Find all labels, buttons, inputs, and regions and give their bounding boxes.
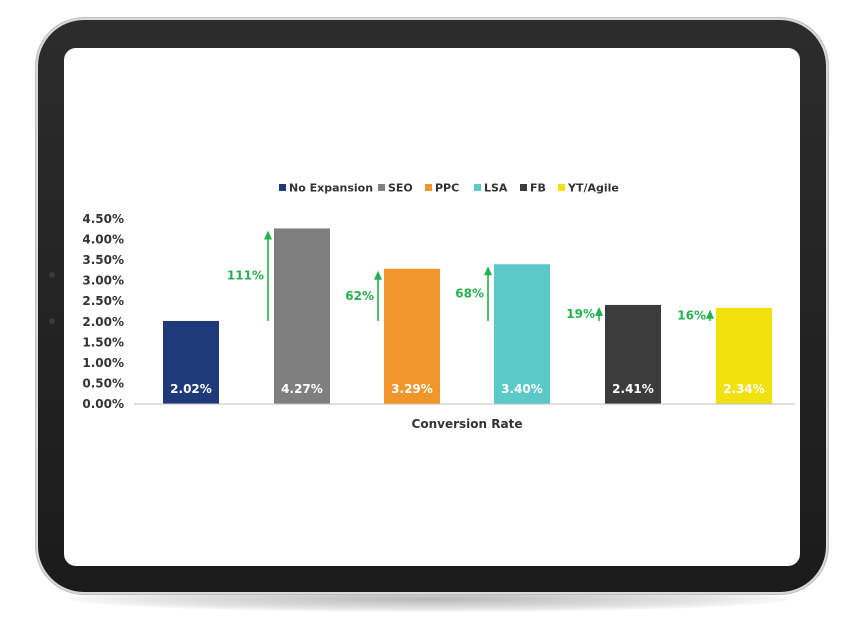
increase-label: 62%	[345, 289, 374, 303]
legend-swatch	[474, 184, 481, 191]
increase-arrow: 111%	[227, 230, 272, 321]
increase-label: 19%	[566, 307, 595, 321]
y-tick-label: 2.50%	[82, 294, 124, 308]
increase-arrow: 62%	[345, 270, 382, 321]
increase-label: 16%	[677, 308, 706, 322]
y-tick-label: 1.00%	[82, 356, 124, 370]
sensor-icon	[49, 318, 55, 324]
bar	[605, 304, 661, 404]
y-tick-label: 4.00%	[82, 233, 124, 247]
y-axis: 0.00% 0.50% 1.00% 1.50% 2.00% 2.50% 3.00% 3.50%…	[82, 212, 124, 411]
y-tick-label: 2.00%	[82, 315, 124, 329]
y-tick-label: 0.50%	[82, 376, 124, 390]
bar-value-label: 4.27%	[281, 382, 323, 396]
legend-label: LSA	[484, 182, 508, 195]
bar	[494, 264, 550, 404]
bar-value-label: 2.02%	[170, 382, 212, 396]
y-tick-label: 1.50%	[82, 335, 124, 349]
bar	[274, 228, 330, 404]
arrow-head-icon	[484, 266, 492, 276]
volume-button	[100, 17, 132, 20]
bar-value-label: 2.41%	[612, 382, 654, 396]
arrow-head-icon	[264, 230, 272, 240]
bar-value-label: 3.29%	[391, 382, 433, 396]
bar-value-label: 2.34%	[723, 382, 765, 396]
bar	[716, 307, 772, 404]
legend-label: No Expansion	[289, 182, 373, 195]
power-button	[138, 17, 170, 20]
increase-arrow: 68%	[455, 266, 492, 321]
bar	[384, 268, 440, 404]
arrow-head-icon	[706, 309, 714, 319]
legend-label: FB	[530, 182, 546, 195]
y-tick-label: 4.50%	[82, 212, 124, 226]
increase-label: 111%	[227, 269, 264, 283]
legend-swatch	[520, 184, 527, 191]
legend-label: PPC	[435, 182, 459, 195]
y-tick-label: 3.50%	[82, 253, 124, 267]
legend-swatch	[378, 184, 385, 191]
y-tick-label: 3.00%	[82, 274, 124, 288]
increase-label: 68%	[455, 287, 484, 301]
legend-swatch	[279, 184, 286, 191]
increase-arrows: 111% 62% 68% 19% 16%	[227, 230, 714, 322]
bars-group: 2.02% 4.27% 3.29% 3.40% 2.41% 2.34%	[163, 228, 772, 404]
increase-arrow: 19%	[566, 306, 603, 321]
arrow-head-icon	[374, 270, 382, 280]
legend-label: YT/Agile	[567, 182, 619, 195]
camera-icon	[49, 272, 55, 278]
bar-value-label: 3.40%	[501, 382, 543, 396]
x-axis-title: Conversion Rate	[412, 417, 523, 431]
chart-legend: No Expansion SEO PPC LSA FB YT/Agile	[279, 182, 619, 195]
legend-label: SEO	[388, 182, 413, 195]
increase-arrow: 16%	[677, 308, 714, 322]
legend-swatch	[425, 184, 432, 191]
bar	[163, 320, 219, 404]
y-tick-label: 0.00%	[82, 397, 124, 411]
legend-swatch	[558, 184, 565, 191]
side-button	[35, 496, 38, 534]
arrow-head-icon	[595, 306, 603, 316]
